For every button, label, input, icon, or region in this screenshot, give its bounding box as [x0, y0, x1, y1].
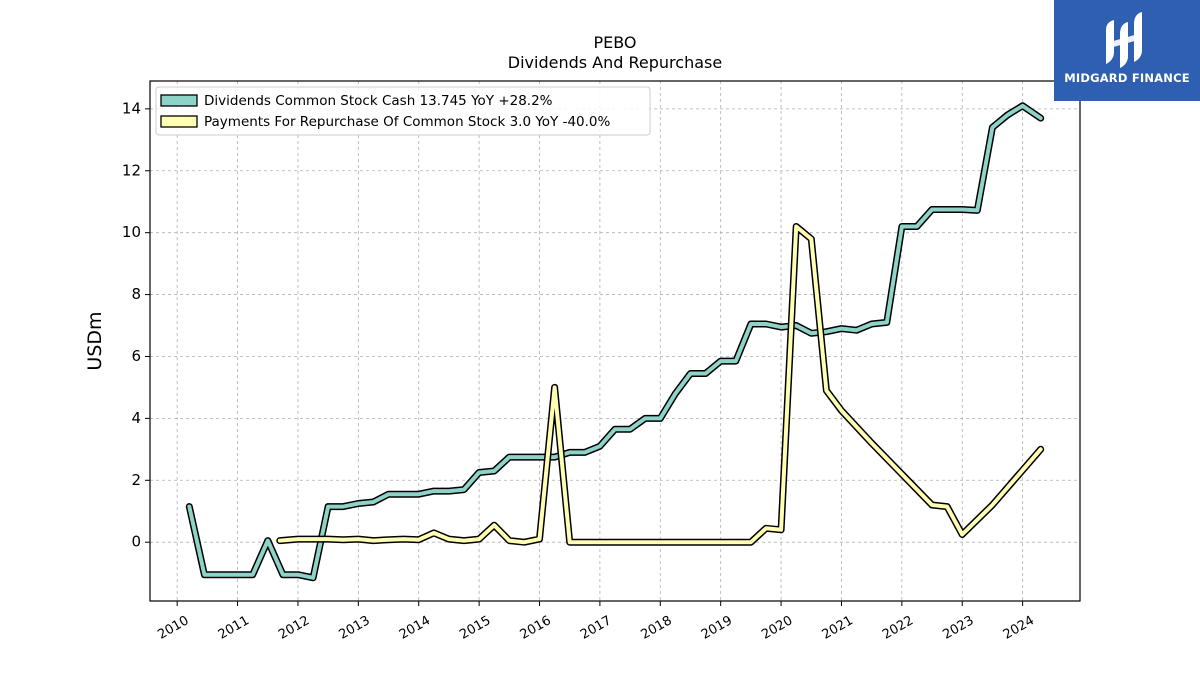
- x-tick-label: 2013: [337, 613, 373, 643]
- series-line-1: [277, 224, 1043, 545]
- brand-name: MIDGARD FINANCE: [1064, 71, 1190, 85]
- legend-label-dividends: Dividends Common Stock Cash 13.745 YoY +…: [204, 93, 553, 109]
- x-tick-label: 2021: [820, 613, 856, 643]
- series-outline-0: [185, 102, 1045, 582]
- x-tick-label: 2014: [397, 613, 433, 643]
- x-tick-label: 2010: [155, 613, 191, 643]
- x-tick-label: 2020: [759, 613, 795, 643]
- series-layer: [185, 102, 1045, 582]
- legend: Dividends Common Stock Cash 13.745 YoY +…: [155, 86, 651, 136]
- brand-logo: MIDGARD FINANCE: [1054, 0, 1200, 101]
- chart-title: PEBO: [593, 33, 636, 52]
- x-tick-label: 2016: [518, 613, 554, 643]
- x-tick-label: 2017: [578, 613, 614, 643]
- x-tick-label: 2015: [457, 613, 493, 643]
- x-tick-label: 2024: [1001, 613, 1037, 643]
- x-tick-label: 2019: [699, 613, 735, 643]
- x-tick-label: 2018: [638, 613, 674, 643]
- x-axis: 2010 2011 2012 2013 2014 2015 2016 2017 2018 2019…: [155, 601, 1037, 643]
- legend-swatch-repurchase: [160, 115, 198, 128]
- y-tick-label: 8: [131, 285, 141, 303]
- midgard-logo-icon: [1106, 12, 1142, 68]
- chart-subtitle: Dividends And Repurchase: [508, 53, 722, 72]
- y-tick-label: 14: [122, 99, 141, 117]
- x-tick-label: 2012: [276, 613, 312, 643]
- y-tick-label: 0: [131, 533, 141, 551]
- x-tick-label: 2023: [940, 613, 976, 643]
- y-tick-label: 12: [122, 161, 141, 179]
- plot-frame: [149, 80, 1081, 602]
- y-axis: 0 2 4 6 8 10 12 14: [122, 99, 150, 551]
- y-axis-label: USDm: [84, 311, 106, 370]
- y-tick-label: 4: [131, 409, 141, 427]
- y-tick-label: 2: [131, 471, 141, 489]
- x-tick-label: 2011: [216, 613, 252, 643]
- series-line-0: [187, 103, 1043, 580]
- legend-label-repurchase: Payments For Repurchase Of Common Stock …: [204, 114, 611, 130]
- y-tick-label: 10: [122, 223, 141, 241]
- y-tick-label: 6: [131, 347, 141, 365]
- x-tick-label: 2022: [880, 613, 916, 643]
- legend-swatch-dividends: [160, 94, 198, 107]
- grid: [150, 81, 1080, 601]
